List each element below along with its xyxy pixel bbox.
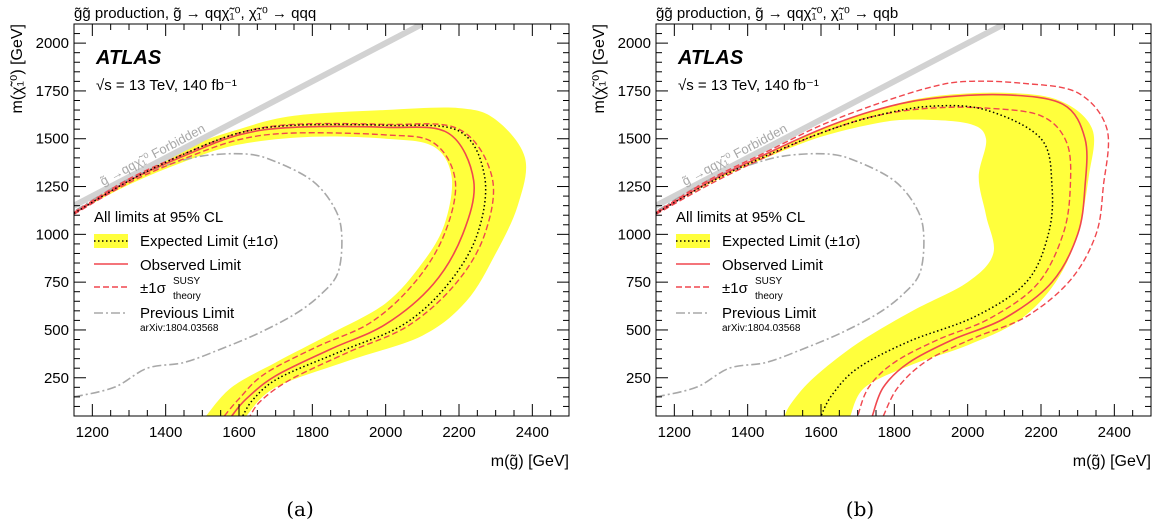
panel-a-x-tick-label: 2200 [442,424,475,441]
panel-a-x-tick-label: 2000 [369,424,402,441]
panel-a-y-tick-label: 1000 [36,226,69,243]
panel-a-ticks: 1200 1400 1600 1800 2000 2200 2400 250 500 750 100… [36,23,570,441]
panel-a-x-tick-label: 1800 [296,424,329,441]
panel-b-x-axis-label: m(g̃) [GeV] [1073,453,1151,470]
panel-b-legend-theory-sub: theory [755,291,783,302]
panel-a-legend-previous: Previous Limit [140,305,235,322]
panel-a-expected-limit-line [74,123,487,416]
panel-a-x-axis-label: m(g̃) [GeV] [491,453,569,470]
panel-b-legend-observed: Observed Limit [722,257,824,274]
panel-b-legend-header: All limits at 95% CL [676,209,805,226]
panel-b-y-tick-label: 750 [626,274,651,291]
panel-b-y-tick-label: 1000 [618,226,651,243]
panel-b-expected-limit-line [656,104,1054,416]
panel-b-x-tick-label: 2200 [1024,424,1057,441]
panel-b-legend: All limits at 95% CL Expected Limit (±1σ… [676,209,860,334]
panel-b-observed-limit-line [656,93,1088,416]
panel-b-legend-theory: ±1σ [722,280,749,297]
panel-b-x-tick-label: 1200 [658,424,691,441]
panel-a-legend: All limits at 95% CL Expected Limit (±1σ… [94,209,278,334]
panel-b-sub-label: (b) [846,497,874,521]
panel-a-y-tick-label: 1750 [36,83,69,100]
panel-b-y-tick-label: 1750 [618,83,651,100]
panel-b-y-tick-label: 250 [626,370,651,387]
panel-b-legend-expected: Expected Limit (±1σ) [722,233,860,250]
panel-a-previous-limit-line [74,152,343,398]
panel-b-forbidden-line [656,24,1006,209]
panel-a-legend-expected: Expected Limit (±1σ) [140,233,278,250]
panel-b-y-tick-label: 1500 [618,131,651,148]
panel-a-y-tick-label: 1500 [36,131,69,148]
panel-a-sub-label: (a) [286,497,314,521]
panel-a-energy-label: √s = 13 TeV, 140 fb⁻¹ [96,77,237,94]
panel-b-frame [655,23,1152,417]
panel-a-x-tick-label: 2400 [516,424,549,441]
panel-b: g̃g̃ production, g̃ → qqχ̃₁⁰, χ̃₁⁰ → qqb… [591,5,1152,521]
panel-a-y-tick-label: 2000 [36,35,69,52]
panel-b-y-tick-label: 1250 [618,179,651,196]
panel-a-y-tick-label: 750 [44,274,69,291]
panel-a-y-tick-label: 250 [44,370,69,387]
panel-a-x-tick-label: 1400 [149,424,182,441]
panel-a-expected-band [74,107,527,416]
panel-a: g̃g̃ production, g̃ → qqχ̃₁⁰, χ̃₁⁰ → qqq… [9,5,570,521]
panel-b-x-tick-label: 1400 [731,424,764,441]
panel-a-y-axis-label: m(χ̃₁⁰) [GeV] [9,24,26,114]
panel-a-x-tick-label: 1200 [76,424,109,441]
panel-a-y-tick-label: 500 [44,322,69,339]
panel-a-forbidden-line [74,24,424,209]
panel-b-legend-theory-sup: SUSY [755,276,783,287]
panel-b-expected-band [656,92,1095,416]
panel-a-frame [73,23,570,417]
panel-a-legend-header: All limits at 95% CL [94,209,223,226]
panel-a-y-tick-label: 1250 [36,179,69,196]
panel-a-legend-theory: ±1σ [140,280,167,297]
panel-b-energy-label: √s = 13 TeV, 140 fb⁻¹ [678,77,819,94]
panel-a-theory-lower-line [74,132,457,416]
panel-b-y-tick-label: 2000 [618,35,651,52]
panel-a-legend-theory-sub: theory [173,291,201,302]
panel-a-observed-limit-line [74,125,475,416]
panel-b-plot-area [656,24,1110,416]
panel-a-legend-theory-sup: SUSY [173,276,201,287]
panel-b-legend-previous-ref: arXiv:1804.03568 [722,323,801,334]
panel-b-previous-limit-line [656,152,925,398]
panel-b-y-tick-label: 500 [626,322,651,339]
panel-b-legend-previous: Previous Limit [722,305,817,322]
panel-a-x-tick-label: 1600 [222,424,255,441]
panel-a-plot-area [74,24,527,416]
panel-b-x-tick-label: 1800 [878,424,911,441]
panel-a-atlas-label: ATLAS [95,47,162,69]
panel-b-x-tick-label: 2000 [951,424,984,441]
panel-b-ticks: 1200 1400 1600 1800 2000 2200 2400 250 500 750 100… [618,23,1152,441]
panel-a-title: g̃g̃ production, g̃ → qqχ̃₁⁰, χ̃₁⁰ → qqq [74,5,316,22]
panel-b-theory-upper-line [656,80,1110,416]
panel-b-atlas-label: ATLAS [677,47,744,69]
panel-a-legend-previous-ref: arXiv:1804.03568 [140,323,219,334]
panel-b-theory-lower-line [656,106,1072,416]
panel-b-x-tick-label: 1600 [804,424,837,441]
panel-b-title: g̃g̃ production, g̃ → qqχ̃₁⁰, χ̃₁⁰ → qqb [656,5,898,22]
panel-b-y-axis-label: m(χ̃₁⁰) [GeV] [591,24,608,114]
panel-b-x-tick-label: 2400 [1098,424,1131,441]
panel-a-legend-observed: Observed Limit [140,257,242,274]
panel-a-theory-upper-line [74,122,495,416]
